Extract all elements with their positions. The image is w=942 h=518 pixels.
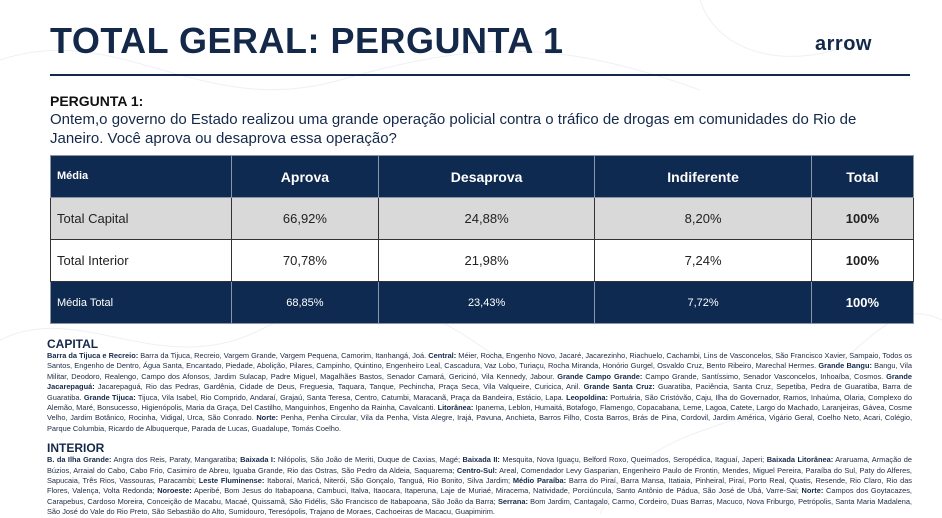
region-label: Médio Paraíba: (512, 476, 567, 486)
region-municipalities: Bom Jardim, Cantagalo, Carmo, Cordeiro, … (47, 496, 912, 517)
page-title: TOTAL GERAL: PERGUNTA 1 (50, 20, 564, 61)
region-municipalities: Itaboraí, Maricá, Niterói, São Gonçalo, … (264, 476, 513, 486)
capital-title: CAPITAL (47, 337, 99, 351)
region-label: Norte: (256, 413, 279, 423)
region-municipalities: Guaratiba, Paciência, Santa Cruz, Sepeti… (47, 382, 912, 402)
cell-total: 100% (810, 197, 915, 240)
capital-regions: Barra da Tijuca e Recreio: Barra da Tiju… (47, 351, 912, 434)
arrow-logo: arrow (815, 33, 872, 55)
interior-title: INTERIOR (47, 441, 105, 456)
region-municipalities: Campo Grande, Santíssimo, Senador Vascon… (642, 371, 887, 381)
header-aprova: Aprova (231, 155, 379, 198)
table-row: Total Capital 66,92% 24,88% 8,20% 100% (50, 197, 915, 240)
row-label: Total Interior (50, 239, 232, 282)
region-municipalities: Portuária, São Cristóvão, Caju, Ilha do … (47, 392, 912, 413)
header-desaprova: Desaprova (377, 155, 596, 198)
region-label: Grande Campo Grande: (557, 371, 643, 381)
region-municipalities: Aperibé, Bom Jesus do Itabapoana, Cambuc… (191, 486, 802, 496)
region-label: Barra da Tijuca e Recreio: (47, 351, 139, 360)
region-municipalities: Penha, Penha Circular, Vila da Penha, Vi… (47, 413, 913, 433)
cell-aprova: 66,92% (231, 197, 379, 240)
region-municipalities: Ipanema, Leblon, Humaitá, Botafogo, Flam… (47, 403, 912, 423)
cell-desaprova: 23,43% (377, 281, 596, 324)
region-label: B. da Ilha Grande: (47, 455, 112, 465)
results-table: Média Aprova Desaprova Indiferente Total… (50, 155, 915, 324)
region-label: Centro-Sul: (456, 465, 498, 475)
cell-indiferente: 7,24% (594, 239, 812, 282)
table-row: Total Interior 70,78% 21,98% 7,24% 100% (50, 239, 915, 282)
region-label: Baixada I: (240, 455, 276, 465)
region-municipalities: Areal, Comendador Levy Gasparian, Engenh… (47, 465, 912, 486)
row-label: Média Total (50, 281, 232, 324)
cell-aprova: 70,78% (231, 239, 379, 282)
region-label: Baixada Litorânea: (766, 455, 834, 465)
region-label: Central: (428, 351, 457, 360)
region-label: Litorânea: (437, 403, 474, 413)
cell-total: 100% (810, 281, 915, 324)
region-label: Serrana: (497, 496, 528, 506)
question-label: PERGUNTA 1: (50, 93, 144, 109)
region-municipalities: Nilópolis, São João de Meriti, Duque de … (275, 455, 463, 465)
region-label: Grande Santa Cruz: (583, 382, 655, 392)
capital-section: CAPITAL Barra da Tijuca e Recreio: Barra… (47, 338, 912, 434)
title-divider (50, 74, 910, 76)
cell-indiferente: 7,72% (594, 281, 812, 324)
table-row: Média Total 68,85% 23,43% 7,72% 100% (50, 281, 915, 324)
region-municipalities: Tijuca, Vila Isabel, Rio Comprido, Andar… (135, 392, 567, 402)
header-total: Total (810, 155, 915, 198)
main-content: PERGUNTA 1: Ontem,o governo do Estado re… (47, 93, 915, 518)
region-label: Norte: (801, 486, 824, 496)
interior-regions: B. da Ilha Grande: Angra dos Reis, Parat… (47, 455, 912, 517)
region-label: Grande Jacarepaguá: (47, 371, 912, 392)
region-municipalities: Barra da Tijuca, Recreio, Vargem Grande,… (138, 351, 429, 360)
region-municipalities: Jacarepaguá, Rio das Pedras, Gardênia, C… (94, 382, 584, 392)
cell-desaprova: 21,98% (377, 239, 596, 282)
region-municipalities: Barra do Piraí, Barra Mansa, Itatiaia, P… (47, 476, 912, 496)
region-label: Grande Bangu: (818, 361, 872, 371)
region-municipalities: Méier, Rocha, Engenho Novo, Jacaré, Jaca… (47, 351, 912, 371)
region-municipalities: Mesquita, Nova Iguaçu, Belford Roxo, Que… (499, 455, 767, 465)
region-label: Grande Tijuca: (83, 392, 136, 402)
region-municipalities: Angra dos Reis, Paraty, Mangaratiba; (111, 455, 241, 465)
cell-total: 100% (810, 239, 915, 282)
region-municipalities: Campos dos Goytacazes, Carapebus, Cardos… (47, 486, 912, 506)
table-header-row: Média Aprova Desaprova Indiferente Total (50, 155, 915, 198)
header-indiferente: Indiferente (594, 155, 812, 198)
question-text: Ontem,o governo do Estado realizou uma g… (50, 111, 857, 147)
region-municipalities: Araruama, Armação de Búzios, Arraial do … (47, 455, 913, 475)
region-municipalities: Bangu, Vila Militar, Deodoro, Realengo, … (47, 361, 912, 381)
region-label: Leste Fluminense: (198, 476, 265, 486)
row-label: Total Capital (50, 197, 232, 240)
interior-section: INTERIOR B. da Ilha Grande: Angra dos Re… (47, 442, 912, 517)
cell-aprova: 68,85% (231, 281, 379, 324)
region-label: Baixada II: (462, 455, 500, 465)
header-media: Média (50, 155, 232, 198)
region-label: Noroeste: (157, 486, 192, 496)
cell-desaprova: 24,88% (377, 197, 596, 240)
cell-indiferente: 8,20% (594, 197, 812, 240)
region-label: Leopoldina: (566, 392, 608, 402)
